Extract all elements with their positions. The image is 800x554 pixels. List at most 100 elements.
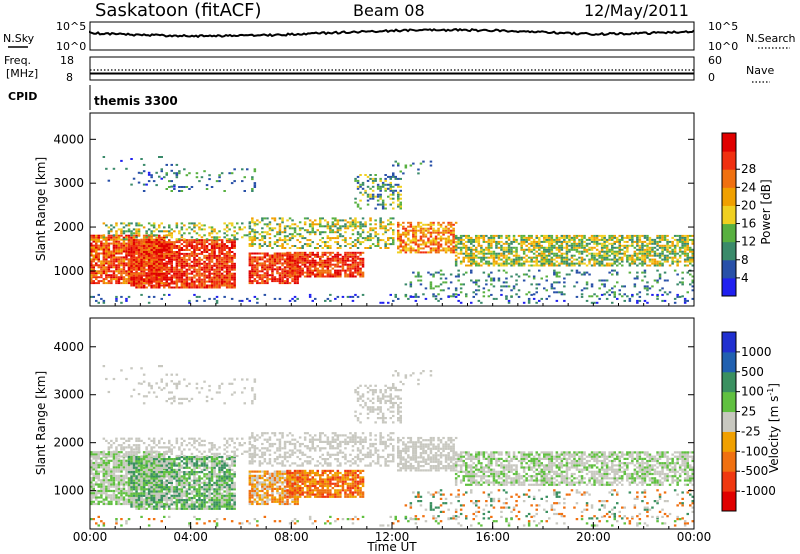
power-cell <box>147 270 151 273</box>
power-cell <box>170 286 173 289</box>
power-cell <box>130 264 133 267</box>
nave-label: Nave <box>746 64 774 77</box>
power-cell <box>278 225 282 228</box>
power-cell <box>147 239 151 242</box>
power-cell <box>165 188 168 190</box>
power-cell <box>324 275 327 278</box>
power-cell <box>550 248 554 251</box>
power-cell <box>107 280 111 283</box>
power-cell <box>158 175 161 178</box>
power-cell <box>142 226 146 229</box>
power-cell <box>152 262 156 265</box>
power-cell <box>631 242 634 245</box>
power-cell <box>115 295 118 298</box>
power-cell <box>442 229 445 232</box>
power-cell <box>376 183 380 186</box>
power-cell <box>691 242 694 245</box>
power-cell <box>447 287 450 290</box>
power-cell <box>512 260 516 263</box>
power-cell <box>122 268 126 271</box>
power-cell <box>689 258 692 261</box>
power-cell <box>354 257 357 260</box>
power-cell <box>112 252 116 255</box>
power-cell <box>417 223 420 226</box>
velocity-cell <box>105 464 108 467</box>
power-cell <box>228 222 231 225</box>
power-cell <box>163 236 166 239</box>
power-cell <box>613 254 616 257</box>
power-cell <box>296 267 299 270</box>
power-cell <box>522 256 526 259</box>
power-cell <box>656 248 659 251</box>
power-cell <box>296 271 299 274</box>
velocity-cell <box>92 451 95 454</box>
power-cell <box>329 229 332 232</box>
power-cell <box>573 242 576 245</box>
power-cell <box>220 284 224 287</box>
power-cell <box>553 264 556 267</box>
power-cell <box>482 258 486 261</box>
velocity-cell <box>110 474 113 477</box>
power-cell <box>208 276 211 279</box>
power-cell <box>173 251 176 253</box>
power-cell <box>190 266 194 269</box>
power-cell <box>293 266 297 269</box>
power-cell <box>210 226 214 229</box>
power-cell <box>482 248 486 251</box>
power-cell <box>228 282 231 285</box>
power-cell <box>399 197 402 200</box>
power-cell <box>142 268 146 271</box>
power-cell <box>308 275 312 278</box>
power-cell <box>565 244 569 247</box>
power-cell <box>190 282 194 285</box>
power-cell <box>160 247 163 249</box>
power-cell <box>434 237 438 240</box>
power-cell <box>120 301 123 304</box>
power-cell <box>306 239 309 242</box>
power-cell <box>510 289 513 292</box>
power-cell <box>535 256 538 259</box>
power-cell <box>548 258 551 261</box>
power-cell <box>570 238 574 241</box>
power-cell <box>686 240 689 243</box>
power-cell <box>336 241 340 244</box>
power-cell <box>223 256 226 259</box>
power-cell <box>346 257 350 260</box>
power-cell <box>558 244 561 247</box>
power-cell <box>215 266 219 269</box>
power-cell <box>92 240 95 243</box>
power-cell <box>175 284 179 287</box>
power-cell <box>661 250 664 253</box>
power-cell <box>392 185 395 188</box>
power-cell <box>369 237 372 240</box>
velocity-cell <box>105 498 108 501</box>
power-cell <box>296 257 299 260</box>
power-cell <box>281 258 284 261</box>
power-cell <box>183 280 186 283</box>
power-cell <box>379 223 382 226</box>
power-cell <box>185 286 189 289</box>
power-cell <box>492 236 496 239</box>
power-cell <box>608 234 611 237</box>
power-cell <box>220 258 224 261</box>
velocity-cell <box>115 496 118 499</box>
power-cell <box>447 237 450 240</box>
power-cell <box>185 284 189 287</box>
power-cell <box>616 258 619 261</box>
power-cell <box>233 278 236 281</box>
power-cell <box>417 275 420 278</box>
power-cell <box>520 264 523 267</box>
power-cell <box>215 180 219 183</box>
power-cell <box>198 249 201 251</box>
power-cell <box>251 241 254 244</box>
power-cell <box>683 234 687 237</box>
power-cell <box>155 274 158 277</box>
power-cell <box>651 240 654 243</box>
power-cell <box>605 250 609 253</box>
power-cell <box>490 262 493 265</box>
power-cell <box>661 236 664 239</box>
power-cell <box>145 282 148 285</box>
power-cell <box>563 258 566 261</box>
power-cell <box>90 272 93 275</box>
power-cell <box>618 256 621 259</box>
